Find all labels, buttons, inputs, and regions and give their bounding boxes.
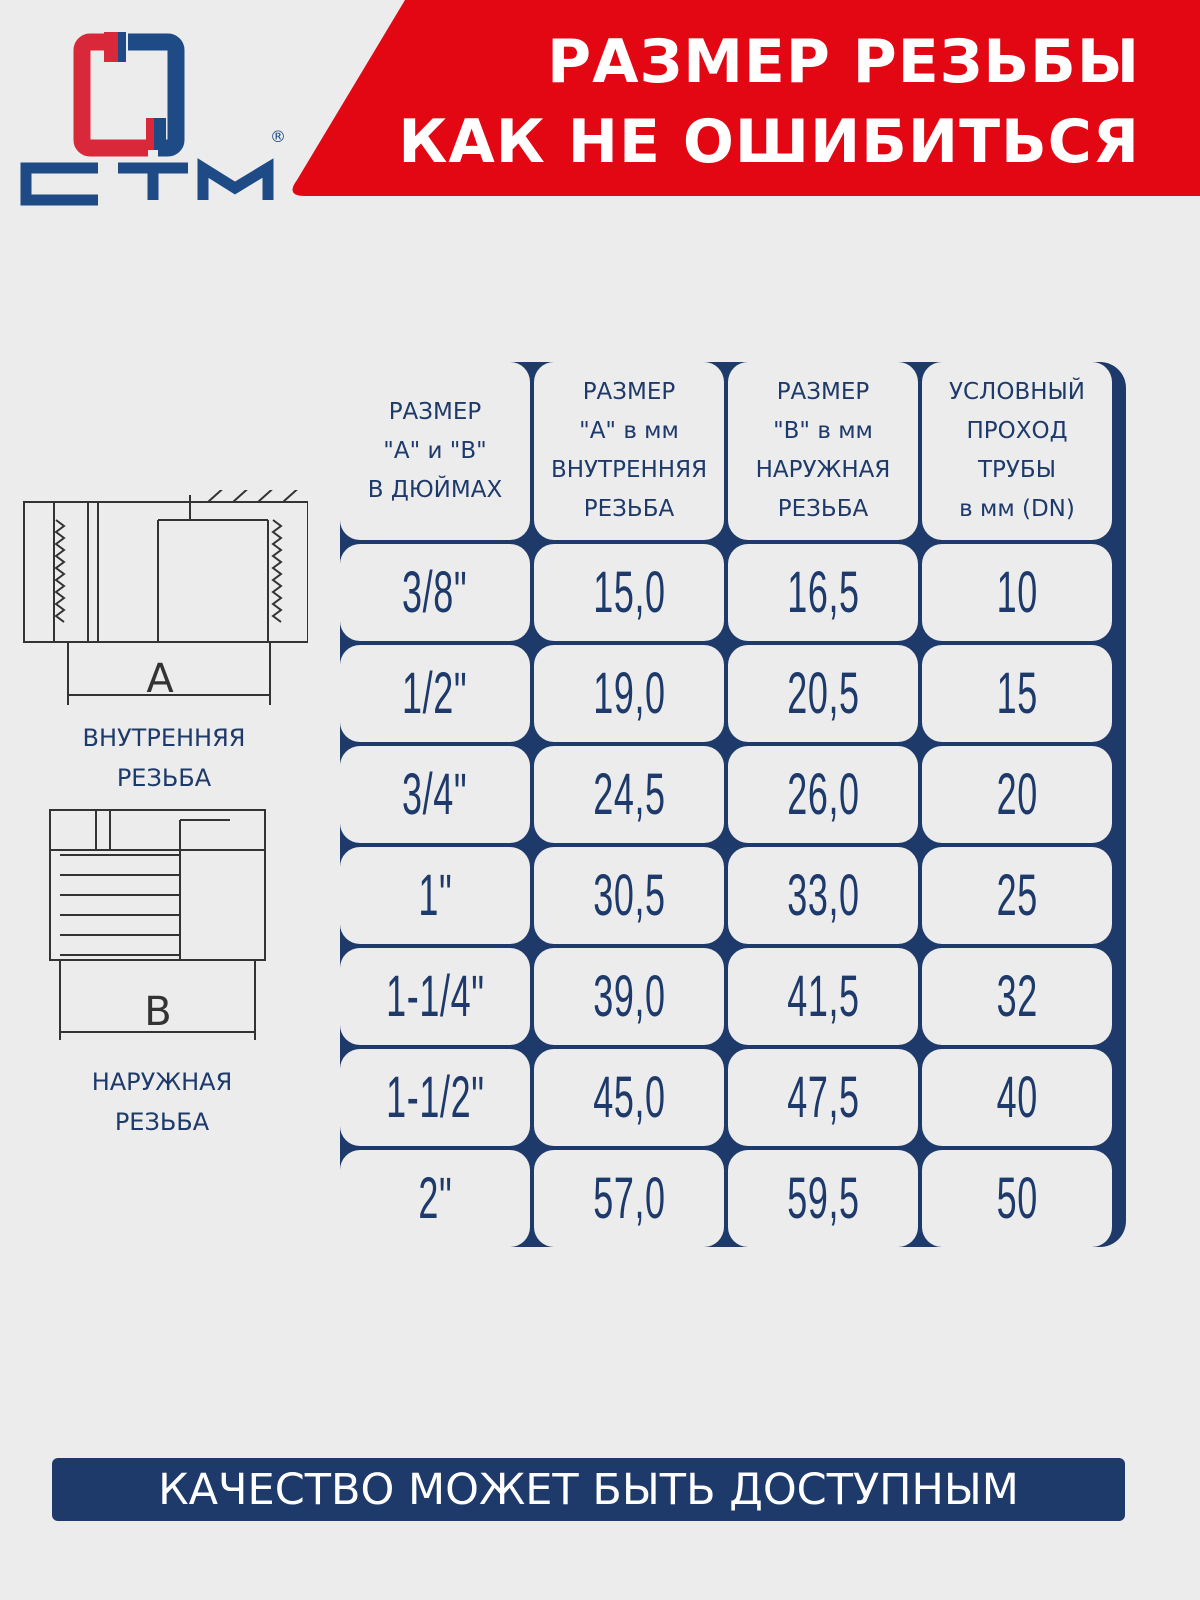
table-cell: 1-1/4"	[340, 948, 530, 1045]
table-cell: 19,0	[534, 645, 724, 742]
cell-value: 1-1/2"	[385, 1065, 485, 1130]
cell-value: 45,0	[592, 1065, 666, 1130]
table-cell: 57,0	[534, 1150, 724, 1247]
header-line: В ДЮЙМАХ	[367, 476, 503, 503]
cell-value: 50	[996, 1166, 1038, 1231]
cell-value: 41,5	[786, 964, 860, 1029]
table-cell: 30,5	[534, 847, 724, 944]
cell-value: 40	[996, 1065, 1038, 1130]
cell-value: 30,5	[592, 863, 666, 928]
cell-value: 57,0	[592, 1166, 666, 1231]
table-cell: 45,0	[534, 1049, 724, 1146]
table-cell: 40	[922, 1049, 1112, 1146]
header-line: РЕЗЬБА	[777, 496, 869, 522]
header-line: ВНУТРЕННЯЯ	[550, 457, 708, 483]
header-line: "В" в мм	[773, 418, 873, 444]
header-line: "А" и "В"	[383, 437, 487, 464]
cell-value: 16,5	[786, 560, 860, 625]
inner-thread-diagram: A	[23, 490, 308, 705]
table-cell: 24,5	[534, 746, 724, 843]
header-line: РАЗМЕР	[776, 379, 870, 405]
table-cell: 15	[922, 645, 1112, 742]
header-line: ПРОХОД	[966, 418, 1068, 444]
table-cell: 15,0	[534, 544, 724, 641]
table-cell: 2"	[340, 1150, 530, 1247]
cell-value: 10	[996, 560, 1038, 625]
dimension-a-label: A	[146, 656, 174, 702]
header-line: РАЗМЕР	[388, 398, 482, 425]
table-cell: 33,0	[728, 847, 918, 944]
outer-caption-line-2: РЕЗЬБА	[114, 1108, 210, 1136]
header-line: ТРУБЫ	[977, 457, 1056, 483]
cell-value: 15,0	[592, 560, 666, 625]
table-cell: 25	[922, 847, 1112, 944]
outer-thread-caption: НАРУЖНАЯ РЕЗЬБА	[42, 1062, 282, 1142]
thread-size-table: РАЗМЕР "А" и "В" В ДЮЙМАХ РАЗМЕР "А" в мм ВНУ…	[340, 362, 1126, 1247]
cell-value: 32	[996, 964, 1038, 1029]
stm-logo: ®	[18, 30, 298, 210]
inner-caption-line-1: ВНУТРЕННЯЯ	[82, 724, 246, 752]
header-cell: РАЗМЕР "А" и "В" В ДЮЙМАХ	[340, 362, 530, 540]
table-cell: 50	[922, 1150, 1112, 1247]
outer-caption-line-1: НАРУЖНАЯ	[91, 1068, 233, 1096]
footer-slogan: КАЧЕСТВО МОЖЕТ БЫТЬ ДОСТУПНЫМ	[158, 1464, 1019, 1515]
table-cell: 47,5	[728, 1049, 918, 1146]
title-line-2: КАК НЕ ОШИБИТЬСЯ	[398, 107, 1140, 177]
inner-thread-caption: ВНУТРЕННЯЯ РЕЗЬБА	[44, 718, 284, 798]
table-cell: 16,5	[728, 544, 918, 641]
outer-thread-diagram: B	[49, 809, 266, 1040]
table-cell: 20	[922, 746, 1112, 843]
table-cell: 1"	[340, 847, 530, 944]
header-line: в мм (DN)	[959, 496, 1075, 522]
cell-value: 59,5	[786, 1166, 860, 1231]
table-cell: 41,5	[728, 948, 918, 1045]
header-line: УСЛОВНЫЙ	[948, 379, 1086, 405]
cell-value: 47,5	[786, 1065, 860, 1130]
table-cell: 32	[922, 948, 1112, 1045]
cell-value: 24,5	[592, 762, 666, 827]
cell-value: 19,0	[592, 661, 666, 726]
header-line: РЕЗЬБА	[583, 496, 675, 522]
cell-value: 39,0	[592, 964, 666, 1029]
cell-value: 1/2"	[402, 661, 468, 726]
cell-value: 2"	[417, 1166, 452, 1231]
cell-value: 33,0	[786, 863, 860, 928]
table-cell: 59,5	[728, 1150, 918, 1247]
table-cell: 1/2"	[340, 645, 530, 742]
cell-value: 1"	[417, 863, 452, 928]
registered-mark: ®	[270, 127, 286, 146]
cell-value: 20,5	[786, 661, 860, 726]
table-cell: 1-1/2"	[340, 1049, 530, 1146]
cell-value: 20	[996, 762, 1038, 827]
cell-value: 26,0	[786, 762, 860, 827]
header-line: РАЗМЕР	[582, 379, 676, 405]
dimension-b-label: B	[144, 989, 171, 1035]
header-line: НАРУЖНАЯ	[755, 457, 891, 483]
cell-value: 1-1/4"	[385, 964, 485, 1029]
table-cell: 39,0	[534, 948, 724, 1045]
title-banner: РАЗМЕР РЕЗЬБЫ КАК НЕ ОШИБИТЬСЯ	[285, 0, 1200, 200]
table-cell: 10	[922, 544, 1112, 641]
cell-value: 15	[996, 661, 1038, 726]
inner-caption-line-2: РЕЗЬБА	[116, 764, 212, 792]
table-cell: 3/8"	[340, 544, 530, 641]
table-cell: 26,0	[728, 746, 918, 843]
cell-value: 25	[996, 863, 1038, 928]
header-cell: РАЗМЕР "В" в мм НАРУЖНАЯ РЕЗЬБА	[728, 362, 918, 540]
header-line: "А" в мм	[579, 418, 679, 444]
header-cell: УСЛОВНЫЙ ПРОХОД ТРУБЫ в мм (DN)	[922, 362, 1112, 540]
cell-value: 3/4"	[402, 762, 468, 827]
table-cell: 3/4"	[340, 746, 530, 843]
cell-value: 3/8"	[402, 560, 468, 625]
header-cell: РАЗМЕР "А" в мм ВНУТРЕННЯЯ РЕЗЬБА	[534, 362, 724, 540]
table-cell: 20,5	[728, 645, 918, 742]
footer-banner: КАЧЕСТВО МОЖЕТ БЫТЬ ДОСТУПНЫМ	[52, 1458, 1125, 1521]
title-line-1: РАЗМЕР РЕЗЬБЫ	[547, 27, 1140, 97]
